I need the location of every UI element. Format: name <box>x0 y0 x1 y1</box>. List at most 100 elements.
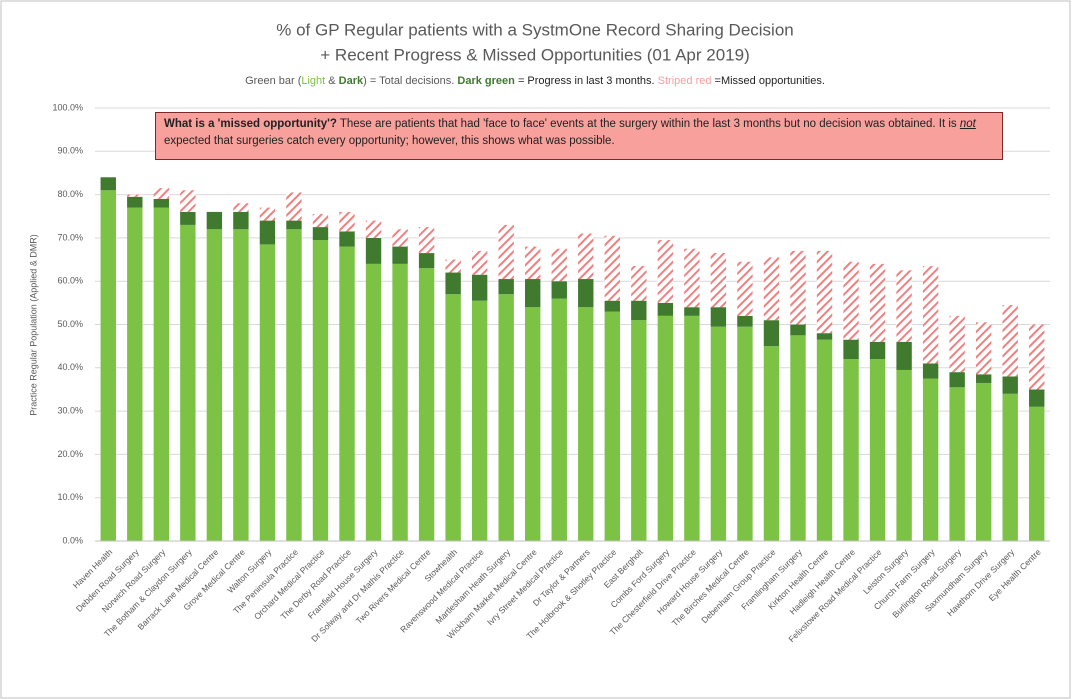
bar-segment <box>896 369 912 541</box>
bar-segment <box>631 266 647 301</box>
bar-segment <box>498 279 514 295</box>
bar-segment <box>790 335 806 541</box>
y-tick-label: 50.0% <box>57 319 83 329</box>
bar-segment <box>843 261 859 340</box>
bar-segment <box>1002 305 1018 377</box>
y-tick-label: 0.0% <box>62 535 83 545</box>
bar-segment <box>206 229 223 542</box>
subtitle-part: Dark green <box>457 75 515 87</box>
bar-segment <box>339 231 355 247</box>
bar-segment <box>763 257 780 321</box>
subtitle-part: Green bar ( <box>245 75 302 87</box>
bar-segment <box>233 203 249 212</box>
bar-segment <box>180 224 196 541</box>
bar-segment <box>922 378 939 541</box>
bar-segment <box>684 248 700 308</box>
bar-segment <box>922 266 939 364</box>
bar-segment <box>631 300 647 321</box>
bar-segment <box>578 233 594 280</box>
bar-segment <box>365 237 382 264</box>
bar-segment <box>975 322 992 375</box>
bar-segment <box>233 211 249 230</box>
bar-segment <box>578 307 594 541</box>
annotation: What is a 'missed opportunity'? These ar… <box>155 112 1003 160</box>
subtitle-part: Light <box>301 75 325 87</box>
bar-segment <box>604 235 620 301</box>
bar-segment <box>312 240 329 541</box>
bar-segment <box>392 246 408 264</box>
plot: 0.0% 10.0% 20.0% 30.0% 40.0% 50.0% 60.0% 70.0% 8… <box>52 102 1050 644</box>
bar-segment <box>127 196 143 208</box>
bar-segment <box>896 270 912 342</box>
bar-segment <box>127 207 143 541</box>
bar-segment <box>869 341 886 360</box>
bar-segment <box>949 387 965 541</box>
y-tick-label: 40.0% <box>57 362 83 372</box>
subtitle-part: =Missed opportunities. <box>711 75 824 87</box>
bar-segment <box>1029 389 1045 407</box>
bar-segment <box>180 190 196 212</box>
bar-segment <box>737 315 753 327</box>
bar-segment <box>365 220 382 238</box>
bar-segment <box>551 298 567 541</box>
bar-segment <box>286 192 302 221</box>
bar-segment <box>790 250 806 325</box>
bar-segment <box>286 229 302 542</box>
bar-segment <box>100 177 116 191</box>
bar-segment <box>100 190 116 541</box>
bar-segment <box>763 346 780 541</box>
bar-segment <box>710 307 727 327</box>
bar-segment <box>1002 376 1018 394</box>
bar-segment <box>896 341 912 370</box>
bar-segment <box>259 220 276 245</box>
bar-segment <box>286 220 302 230</box>
bar-segment <box>312 227 329 241</box>
bar-segment <box>525 307 541 541</box>
bar-segment <box>657 315 674 541</box>
annotation-text: These are patients that had 'face to fac… <box>336 118 960 130</box>
bar-segment <box>153 188 170 199</box>
bar-segment <box>816 339 833 541</box>
bar-segment <box>153 198 170 208</box>
bar-segment <box>471 274 488 301</box>
bar-segment <box>445 272 461 295</box>
bar-segment <box>312 214 329 228</box>
bar-segment <box>392 229 408 247</box>
bar-segment <box>578 279 594 308</box>
chart-title: + Recent Progress & Missed Opportunities… <box>320 45 749 64</box>
subtitle-part: = Progress in last 3 months. <box>515 75 658 87</box>
bar-segment <box>365 263 382 541</box>
y-tick-label: 80.0% <box>57 189 83 199</box>
bar-segment <box>418 268 435 541</box>
bar-segment <box>604 311 620 541</box>
bar-segment <box>684 307 700 316</box>
bar-segment <box>631 320 647 541</box>
bar-segment <box>869 263 886 342</box>
y-tick-label: 60.0% <box>57 276 83 286</box>
bar-segment <box>869 359 886 541</box>
bar-segment <box>471 300 488 541</box>
y-tick-label: 20.0% <box>57 449 83 459</box>
bar-segment <box>153 207 170 541</box>
subtitle-part: Dark <box>339 75 364 87</box>
bar-segment <box>1029 406 1045 541</box>
bar-segment <box>339 211 355 232</box>
bar-segment <box>180 211 196 225</box>
bar-segment <box>843 359 859 541</box>
y-axis-label: Practice Regular Population (Applied & D… <box>28 234 38 416</box>
bar-segment <box>418 227 435 254</box>
bar-segment <box>790 324 806 336</box>
bar-segment <box>657 240 674 303</box>
chart-subtitle: Green bar (Light & Dark) = Total decisio… <box>245 75 825 87</box>
bar-segment <box>525 246 541 280</box>
y-tick-label: 100.0% <box>52 102 83 112</box>
bar-segment <box>498 294 514 541</box>
bar-segment <box>710 253 727 308</box>
bar-segment <box>471 250 488 275</box>
y-tick-label: 10.0% <box>57 492 83 502</box>
bar-segment <box>949 315 965 373</box>
bar-segment <box>737 326 753 541</box>
y-tick-label: 30.0% <box>57 405 83 415</box>
